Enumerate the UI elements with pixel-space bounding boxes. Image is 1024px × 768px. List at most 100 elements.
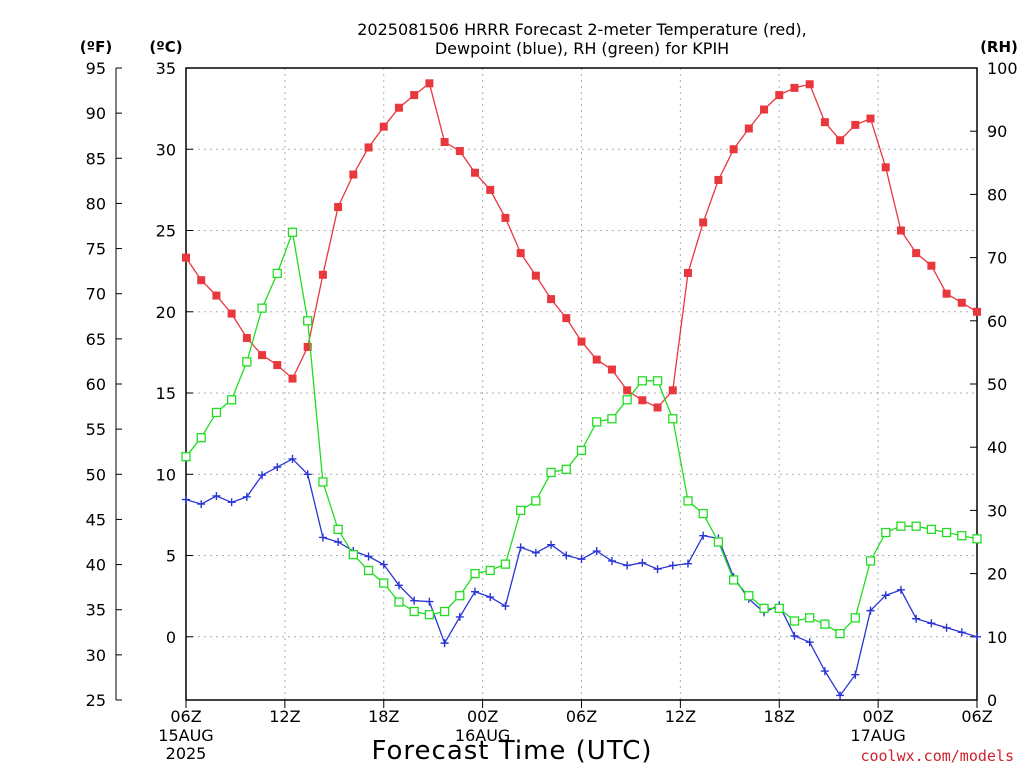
celsius-axis: 0 5 10 15 20 25 30 35 — [156, 59, 193, 647]
dewpoint-point — [836, 691, 845, 700]
temperature-point — [805, 80, 814, 89]
rh-point — [926, 524, 937, 535]
rh-point — [455, 591, 465, 601]
rh-point — [607, 414, 617, 424]
celsius-tick-label: 25 — [156, 222, 176, 241]
fahrenheit-tick-label: 55 — [86, 420, 106, 439]
temperature-point — [699, 218, 708, 227]
date-label: 16AUG — [455, 726, 510, 745]
rh-tick-label: 20 — [987, 565, 1007, 584]
fahrenheit-tick-label: 75 — [86, 240, 106, 259]
time-tick-label: 00Z — [862, 707, 893, 726]
temperature-point — [881, 163, 890, 172]
rh-point — [957, 531, 967, 541]
rh-tick-label: 100 — [987, 59, 1018, 78]
rh-point — [896, 521, 906, 531]
dewpoint-point — [364, 552, 373, 561]
fahrenheit-tick-label: 90 — [86, 104, 106, 123]
dewpoint-point — [471, 587, 480, 596]
rh-point — [774, 603, 784, 614]
temperature-point — [942, 289, 951, 298]
dewpoint-point — [410, 596, 419, 605]
rh-point — [363, 565, 374, 576]
rh-point — [531, 496, 541, 506]
rh-point — [622, 395, 632, 405]
temperature-point — [638, 396, 647, 405]
dewpoint-point — [455, 612, 464, 621]
chart-title-line2: Dewpoint (blue), RH (green) for KPIH — [435, 39, 729, 58]
dewpoint-point — [623, 561, 632, 570]
date-label: 15AUG — [158, 726, 213, 745]
dewpoint-point — [638, 558, 647, 567]
rh-point — [668, 414, 678, 424]
temperature-point — [425, 79, 434, 88]
rh-tick-label: 90 — [987, 122, 1007, 141]
temperature-point — [531, 271, 540, 280]
dewpoint-point — [896, 585, 905, 594]
dewpoint-point — [425, 597, 434, 606]
rh-point — [439, 606, 450, 617]
rh-point — [196, 433, 206, 443]
rh-point — [911, 521, 921, 531]
temperature-point — [577, 337, 586, 346]
dewpoint-point — [379, 560, 388, 569]
unit-label-celsius: (ºC) — [149, 38, 182, 56]
temperature-point — [957, 298, 966, 307]
temperature-point — [471, 168, 480, 177]
temperature-point — [258, 351, 267, 360]
rh-point — [287, 227, 298, 237]
dewpoint-point — [531, 548, 540, 557]
dewpoint-point — [866, 606, 875, 615]
rh-point — [303, 316, 313, 326]
temperature-point — [820, 118, 829, 127]
temperature-line — [185, 82, 978, 409]
celsius-tick-label: 10 — [156, 465, 176, 484]
time-tick-label: 06Z — [566, 707, 597, 726]
rh-point — [500, 559, 511, 569]
rh-point — [379, 578, 389, 588]
rh-tick-label: 80 — [987, 185, 1007, 204]
time-tick-label: 06Z — [961, 707, 992, 726]
rh-tick-label: 30 — [987, 501, 1007, 520]
temperature-point — [623, 386, 632, 395]
temperature-point — [303, 342, 312, 351]
temperature-point — [836, 136, 845, 145]
temperature-point — [714, 175, 723, 184]
fahrenheit-axis: 25 30 35 40 45 50 55 60 65 70 75 80 85 90 95 — [86, 59, 122, 710]
rh-tick-label: 70 — [987, 249, 1007, 268]
dewpoint-point — [516, 543, 525, 552]
fahrenheit-tick-label: 45 — [86, 510, 106, 529]
rh-point — [318, 477, 328, 487]
rh-point — [713, 537, 724, 547]
dewpoint-point — [805, 638, 814, 647]
rh-series — [181, 227, 982, 639]
dewpoint-point — [912, 614, 921, 623]
temperature-point — [729, 145, 738, 154]
temperature-point — [607, 365, 616, 374]
temperature-point — [744, 124, 753, 133]
dewpoint-point — [668, 561, 677, 570]
temperature-point — [653, 403, 662, 412]
temperature-point — [349, 170, 358, 179]
temperature-point — [516, 249, 525, 258]
temperature-point — [683, 268, 692, 277]
time-tick-label: 18Z — [764, 707, 795, 726]
time-tick-label: 06Z — [170, 707, 201, 726]
dewpoint-point — [957, 628, 966, 637]
dewpoint-point — [592, 547, 601, 556]
rh-point — [242, 357, 252, 367]
dewpoint-point — [242, 492, 251, 501]
rh-point — [348, 549, 358, 560]
rh-point — [683, 496, 693, 506]
chart-title-line1: 2025081506 HRRR Forecast 2-meter Tempera… — [357, 20, 807, 39]
rh-point — [759, 603, 769, 614]
temperature-point — [547, 295, 556, 304]
dewpoint-point — [197, 500, 206, 509]
dewpoint-point — [440, 639, 449, 648]
dewpoint-point — [927, 619, 936, 628]
temperature-point — [486, 185, 495, 194]
dewpoint-point — [182, 495, 190, 504]
rh-point — [546, 467, 556, 478]
dewpoint-point — [258, 471, 267, 480]
unit-label-fahrenheit: (ºF) — [80, 38, 112, 56]
